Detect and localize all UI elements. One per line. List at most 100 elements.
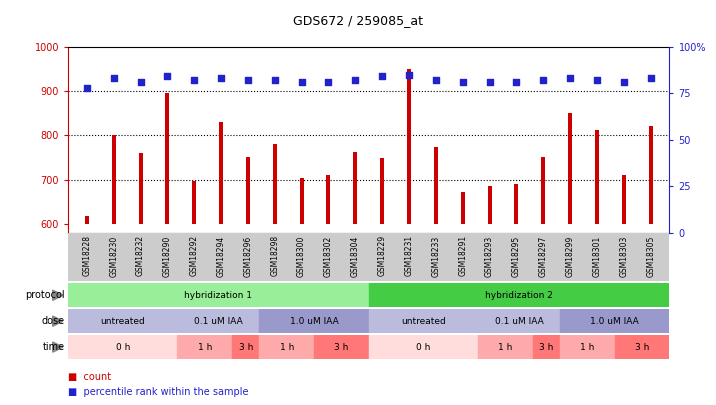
Text: dose: dose (42, 316, 64, 326)
Bar (353, 152, 357, 224)
Text: GSM18296: GSM18296 (243, 235, 253, 277)
Text: 1 h: 1 h (279, 343, 294, 352)
Bar (568, 113, 572, 224)
Text: GSM18291: GSM18291 (458, 235, 468, 277)
Bar (84, 216, 89, 224)
Bar (314, 335, 369, 359)
Text: hybridization 2: hybridization 2 (485, 291, 553, 300)
Text: GSM18299: GSM18299 (566, 235, 575, 277)
Text: GSM18230: GSM18230 (109, 235, 118, 277)
Point (511, 79, 522, 85)
Point (403, 71, 415, 78)
Bar (246, 157, 250, 224)
Text: GSM18304: GSM18304 (351, 235, 360, 277)
Point (484, 79, 495, 85)
Point (269, 77, 281, 83)
Text: GSM18302: GSM18302 (324, 235, 333, 277)
Text: GSM18231: GSM18231 (405, 235, 414, 277)
Text: 3 h: 3 h (238, 343, 253, 352)
Text: GSM18228: GSM18228 (82, 235, 92, 276)
Point (645, 75, 657, 81)
Text: GSM18295: GSM18295 (512, 235, 521, 277)
Text: GDS672 / 259085_at: GDS672 / 259085_at (293, 14, 423, 27)
Text: protocol: protocol (25, 290, 64, 300)
Text: hybridization 1: hybridization 1 (185, 291, 252, 300)
Bar (219, 122, 223, 224)
Bar (514, 184, 518, 224)
Point (216, 75, 227, 81)
Bar (259, 335, 314, 359)
Text: GSM18303: GSM18303 (619, 235, 629, 277)
Text: GSM18298: GSM18298 (270, 235, 279, 277)
Bar (178, 335, 232, 359)
Text: GSM18229: GSM18229 (377, 235, 387, 277)
Text: untreated: untreated (401, 317, 446, 326)
Text: 0 h: 0 h (115, 343, 130, 352)
Text: 0 h: 0 h (416, 343, 430, 352)
Point (135, 79, 146, 85)
Point (242, 77, 253, 83)
Bar (595, 130, 599, 224)
Point (162, 73, 173, 80)
Bar (615, 335, 669, 359)
Bar (407, 69, 411, 224)
Bar (299, 178, 304, 224)
Bar (434, 147, 438, 224)
Bar (68, 283, 369, 307)
Text: GSM18293: GSM18293 (485, 235, 494, 277)
Text: GSM18301: GSM18301 (592, 235, 601, 277)
Bar (533, 335, 560, 359)
Bar (192, 181, 196, 224)
Text: time: time (42, 342, 64, 352)
Text: 0.1 uM IAA: 0.1 uM IAA (194, 317, 243, 326)
Text: GSM18290: GSM18290 (163, 235, 172, 277)
Bar (541, 157, 546, 224)
Text: GSM18294: GSM18294 (216, 235, 226, 277)
Bar (478, 335, 533, 359)
Bar (138, 153, 142, 224)
Text: GSM18233: GSM18233 (431, 235, 440, 277)
Bar (560, 309, 669, 333)
Bar (68, 309, 178, 333)
Bar (488, 186, 492, 224)
Bar (369, 283, 669, 307)
Text: 1 h: 1 h (498, 343, 513, 352)
Bar (165, 93, 170, 224)
Text: GSM18300: GSM18300 (297, 235, 306, 277)
Bar (478, 309, 560, 333)
Point (564, 75, 576, 81)
Text: ■  percentile rank within the sample: ■ percentile rank within the sample (68, 388, 248, 397)
Bar (68, 335, 178, 359)
Bar (621, 175, 626, 224)
Text: GSM18297: GSM18297 (538, 235, 548, 277)
Bar (649, 126, 653, 224)
Text: GSM18232: GSM18232 (136, 235, 145, 277)
Bar (273, 144, 277, 224)
Point (618, 79, 629, 85)
Point (377, 73, 388, 80)
Text: 3 h: 3 h (539, 343, 553, 352)
Bar (112, 135, 116, 224)
Point (188, 77, 200, 83)
Bar (178, 309, 259, 333)
Text: ■  count: ■ count (68, 373, 111, 382)
Text: 3 h: 3 h (635, 343, 649, 352)
Text: untreated: untreated (100, 317, 145, 326)
Polygon shape (53, 290, 63, 301)
Text: GSM18292: GSM18292 (190, 235, 199, 277)
Point (430, 77, 442, 83)
Bar (560, 335, 615, 359)
Point (108, 75, 120, 81)
Bar (380, 158, 384, 224)
Point (349, 77, 361, 83)
Bar (369, 335, 478, 359)
Point (323, 79, 334, 85)
Text: 3 h: 3 h (334, 343, 349, 352)
Bar (259, 309, 369, 333)
Point (81, 84, 92, 91)
Text: GSM18305: GSM18305 (646, 235, 655, 277)
Bar (369, 309, 478, 333)
Text: 1 h: 1 h (198, 343, 212, 352)
Polygon shape (53, 342, 63, 352)
Text: 1.0 uM IAA: 1.0 uM IAA (290, 317, 339, 326)
